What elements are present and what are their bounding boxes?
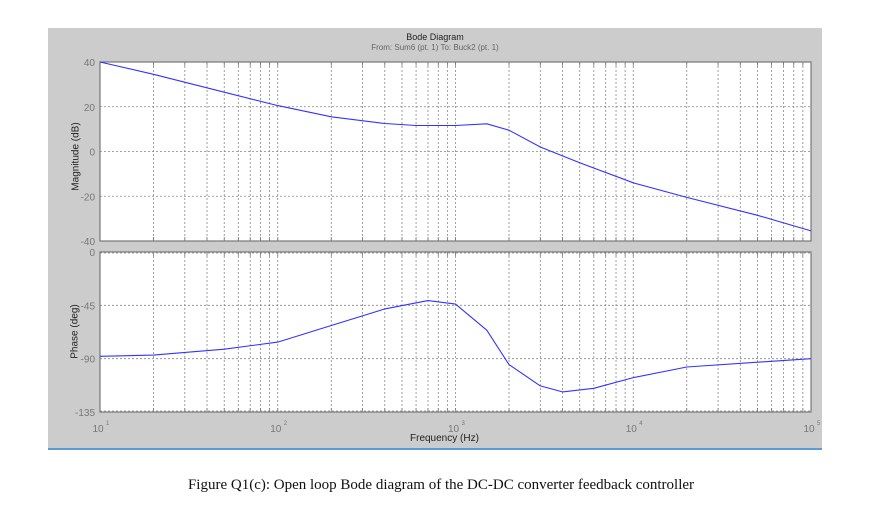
svg-text:1: 1 [106,421,110,427]
phase-curve [99,300,812,393]
y-tick-label: 0 [89,148,95,159]
x-tick-label: 10 [92,424,104,435]
y-tick-label: -40 [81,237,96,248]
figure-caption: Figure Q1(c): Open loop Bode diagram of … [187,477,695,493]
magnitude-axes: -40 -20 0 20 40 [81,58,812,248]
frequency-axis-label: Frequency (Hz) [410,433,479,444]
chart-title: Bode Diagram [406,32,464,42]
y-tick-label: -45 [81,301,96,312]
svg-text:4: 4 [639,421,643,427]
svg-text:5: 5 [817,421,821,427]
x-tick-label: 10 [626,424,638,435]
svg-text:2: 2 [284,421,288,427]
y-tick-label: 0 [89,248,95,259]
y-tick-label: 20 [84,103,96,114]
phase-axes: -135 -90 -45 0 [75,248,812,419]
x-tick-label: 10 [803,424,815,435]
x-tick-label: 10 [448,424,460,435]
chart-subtitle: From: Sum6 (pt. 1) To: Buck2 (pt. 1) [371,43,499,52]
magnitude-curve [99,61,812,232]
y-tick-label: -90 [81,355,96,366]
x-tick-label: 10 [270,424,282,435]
svg-text:3: 3 [462,421,466,427]
y-tick-label: -135 [75,408,95,419]
y-tick-label: -20 [81,192,96,203]
y-tick-label: 40 [84,58,96,69]
